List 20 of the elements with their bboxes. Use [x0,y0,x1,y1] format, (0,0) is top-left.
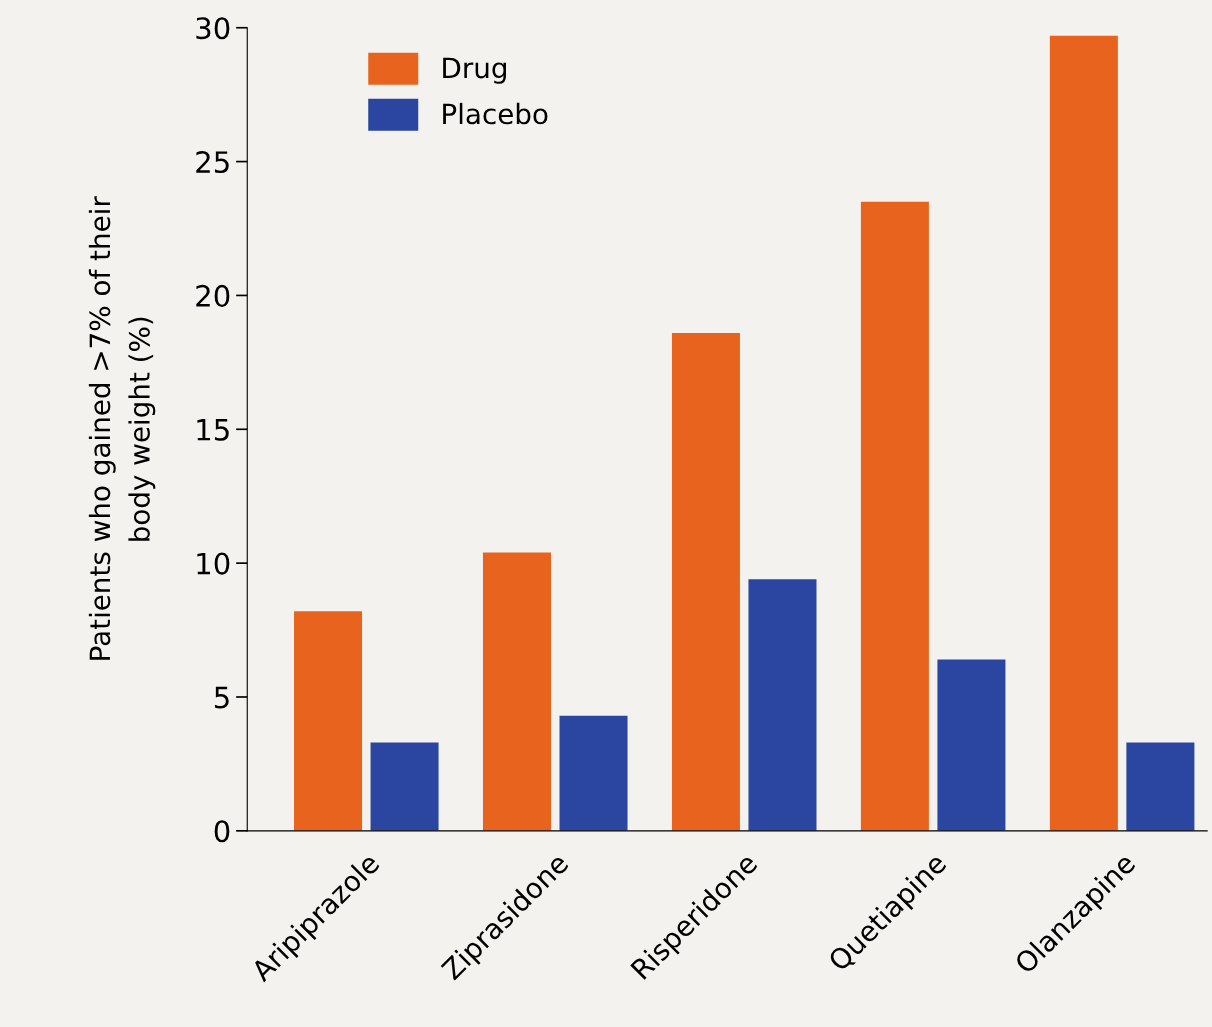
bar [1049,35,1118,831]
bar [559,715,628,831]
y-axis-title: Patients who gained >7% of their body weight (%) [88,196,156,660]
bar [294,611,363,831]
y-tick-label: 30 [196,17,230,40]
bar [482,552,551,831]
bar [860,201,929,831]
bar [671,332,740,831]
legend-label: Placebo [443,102,548,125]
legend-label: Drug [443,57,506,84]
bar [937,659,1006,831]
bar [370,742,439,831]
y-tick-label: 10 [197,552,230,575]
y-tick-label: 15 [197,419,229,441]
y-tick-label: 5 [214,686,229,709]
bar [1126,742,1195,831]
bar [748,579,817,831]
y-tick-label: 20 [196,284,230,307]
y-tick-label: 0 [214,820,230,843]
y-tick-label: 25 [196,151,229,174]
